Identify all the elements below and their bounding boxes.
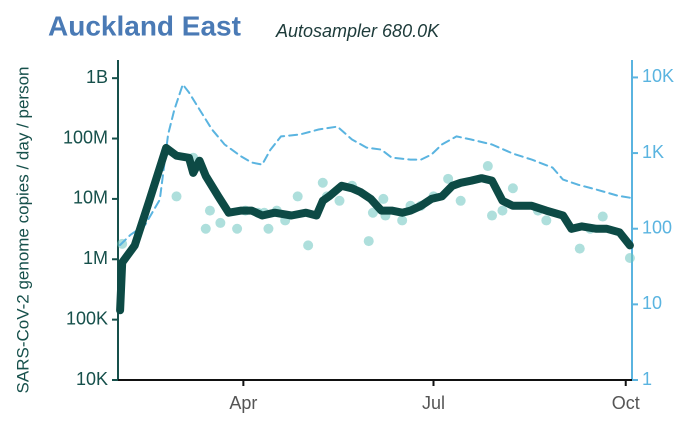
data-point [317,177,328,188]
data-point [292,191,303,202]
data-point [378,193,389,204]
data-point [204,205,215,216]
y-tick-label: 10M [73,188,108,208]
y-tick-label: 100M [63,127,108,147]
data-point [482,161,493,172]
data-point [443,173,454,184]
y-tick-label: 100K [66,308,108,328]
x-tick-label: Oct [612,393,640,413]
data-point [363,236,374,247]
data-point [507,183,518,194]
data-point [232,223,243,234]
chart-subtitle: Autosampler 680.0K [275,21,440,41]
y-tick-label: 10K [76,369,108,389]
data-point [574,243,585,254]
data-point [624,252,635,263]
data-point [597,211,608,222]
x-tick-label: Apr [229,393,257,413]
y2-tick-label: 1 [642,369,652,389]
y-tick-label: 1B [86,67,108,87]
y2-tick-label: 1K [642,142,664,162]
data-point [200,223,211,234]
y2-tick-label: 10 [642,293,662,313]
chart-title: Auckland East [48,10,241,41]
y-axis-label: SARS-CoV-2 genome copies / day / person [13,67,32,394]
data-point [455,195,466,206]
data-point [397,215,408,226]
data-point [487,210,498,221]
data-point [171,191,182,202]
dashed-line [119,83,631,246]
data-point [303,240,314,251]
trend-line [116,143,634,315]
data-point [334,195,345,206]
y2-tick-label: 100 [642,217,672,237]
y2-tick-label: 10K [642,66,674,86]
x-tick-label: Jul [422,393,445,413]
y-tick-label: 1M [83,248,108,268]
data-point [215,217,226,228]
data-point [263,223,274,234]
data-point [541,215,552,226]
data-point [367,207,378,218]
data-point [497,205,508,216]
